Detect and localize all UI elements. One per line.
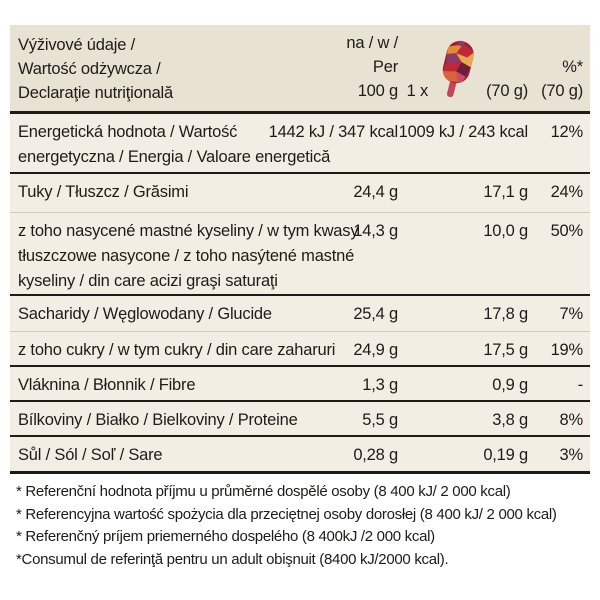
percent-column-header: %* (70 g): [541, 58, 583, 100]
table-row-protein: Bílkoviny / Białko / Bielkoviny / Protei…: [10, 402, 590, 437]
value-per-100g: 14,3 g: [353, 222, 398, 240]
nutrition-table: Výživové údaje / Wartość odżywcza / Decl…: [10, 25, 590, 474]
value-per-100g: 1,3 g: [362, 376, 398, 394]
portion-count-label: 1 x: [406, 82, 429, 100]
row-label: Vláknina / Błonnik / Fibre: [18, 376, 196, 394]
row-label: Energetická hodnota / Wartość energetycz…: [18, 123, 331, 166]
value-per-100g: 25,4 g: [353, 305, 398, 323]
value-percent: -: [577, 376, 584, 394]
value-percent: 19%: [550, 341, 584, 359]
footnote-pl: * Referencyjna wartość spożycia dla prze…: [16, 505, 557, 523]
table-row-fat: Tuky / Tłuszcz / Grăsimi 24,4 g 17,1 g 2…: [10, 174, 590, 213]
table-header: Výživové údaje / Wartość odżywcza / Decl…: [10, 25, 590, 114]
per-portion-column-header: 1 x: [406, 38, 528, 103]
value-per-portion: 1009 kJ / 243 kcal: [398, 123, 529, 141]
row-label: Sůl / Sól / Soľ / Sare: [18, 446, 163, 464]
value-percent: 50%: [550, 222, 584, 240]
row-label: Tuky / Tłuszcz / Grăsimi: [18, 183, 189, 201]
table-title: Výživové údaje / Wartość odżywcza / Decl…: [18, 36, 173, 102]
row-label: Bílkoviny / Białko / Bielkoviny / Protei…: [18, 411, 298, 429]
ice-cream-bar-icon: [435, 38, 479, 98]
value-percent: 8%: [559, 411, 584, 429]
footnote-sk: * Referenčný príjem priemerného dospeléh…: [16, 528, 435, 545]
row-label: z toho cukry / w tym cukry / din care za…: [18, 341, 336, 359]
value-percent: 3%: [559, 446, 584, 464]
table-row-sugars: z toho cukry / w tym cukry / din care za…: [10, 332, 590, 367]
portion-weight-label: (70 g): [486, 82, 528, 100]
table-row-saturated-fat: z toho nasycené mastné kyseliny / w tym …: [10, 213, 590, 296]
value-per-portion: 10,0 g: [483, 222, 528, 240]
value-per-100g: 5,5 g: [362, 411, 398, 429]
value-percent: 7%: [559, 305, 584, 323]
table-row-fibre: Vláknina / Błonnik / Fibre 1,3 g 0,9 g -: [10, 367, 590, 402]
reference-intake-footnotes: * Referenční hodnota příjmu u průměrné d…: [10, 474, 590, 571]
value-percent: 24%: [550, 183, 584, 201]
footnote-ro: *Consumul de referinţă pentru un adult o…: [16, 550, 449, 568]
table-row-salt: Sůl / Sól / Soľ / Sare 0,28 g 0,19 g 3%: [10, 437, 590, 471]
value-per-portion: 17,5 g: [483, 341, 528, 359]
nutrition-label-page: Výživové údaje / Wartość odżywcza / Decl…: [10, 25, 590, 571]
row-label: Sacharidy / Węglowodany / Glucide: [18, 305, 272, 323]
value-per-portion: 0,9 g: [492, 376, 528, 394]
value-per-portion: 0,19 g: [483, 446, 528, 464]
footnote-cz: * Referenční hodnota příjmu u průměrné d…: [16, 483, 511, 500]
value-per-100g: 24,9 g: [353, 341, 398, 359]
table-row-energy: Energetická hodnota / Wartość energetycz…: [10, 114, 590, 174]
value-per-portion: 17,8 g: [483, 305, 528, 323]
table-row-carbohydrates: Sacharidy / Węglowodany / Glucide 25,4 g…: [10, 296, 590, 332]
value-per-100g: 0,28 g: [353, 446, 398, 464]
value-per-100g: 1442 kJ / 347 kcal: [268, 123, 399, 141]
value-per-portion: 3,8 g: [492, 411, 528, 429]
row-label: z toho nasycené mastné kyseliny / w tym …: [18, 222, 359, 290]
per-100g-column-header: na / w / Per 100 g: [346, 34, 398, 100]
value-per-portion: 17,1 g: [483, 183, 528, 201]
value-percent: 12%: [550, 123, 584, 141]
value-per-100g: 24,4 g: [353, 183, 398, 201]
